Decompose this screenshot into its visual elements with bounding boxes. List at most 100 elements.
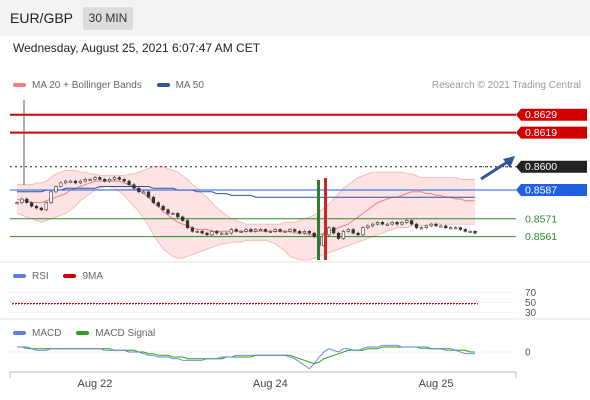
legend-item-9ma: 9MA [63, 271, 103, 282]
candle [219, 232, 224, 235]
candle [112, 177, 117, 180]
legend-swatch [13, 83, 26, 88]
candle [93, 177, 97, 180]
candle [161, 205, 165, 211]
candle [400, 222, 404, 225]
candle [258, 229, 263, 232]
candle [185, 220, 190, 229]
ma50-line [17, 186, 475, 198]
legend-swatch [76, 331, 90, 336]
candle [39, 207, 44, 211]
level-tag-0.8587: 0.8587 [516, 184, 587, 197]
level-tag-bg [516, 184, 587, 197]
forecast-arrow-head [503, 156, 515, 168]
candle [380, 222, 385, 225]
candle [302, 231, 307, 234]
copyright: Research © 2021 Trading Central [431, 80, 581, 91]
legend-swatch [63, 274, 77, 279]
candle [195, 231, 199, 233]
macd-tick-label: 0 [525, 348, 531, 359]
candle [34, 205, 39, 209]
level-tag-0.8571: 0.8571 [525, 213, 557, 225]
x-tick-label: Aug 22 [78, 378, 113, 390]
candle [458, 227, 463, 230]
candle [205, 232, 209, 236]
candle [142, 191, 146, 194]
candle [98, 177, 102, 180]
candle [249, 229, 253, 232]
candle [234, 229, 238, 232]
candle [88, 178, 92, 181]
legend-swatch [156, 83, 170, 88]
legend-item-macd-signal: MACD Signal [76, 328, 155, 339]
candle [49, 191, 53, 203]
candle [64, 180, 68, 184]
candle [336, 232, 341, 239]
candle [375, 222, 380, 225]
candle [395, 222, 399, 225]
legend-swatch [13, 274, 26, 279]
candle [176, 213, 180, 218]
candle [351, 229, 355, 234]
candle [453, 227, 458, 230]
level-tag-0.8600: 0.8600 [516, 160, 587, 173]
candle [327, 227, 331, 236]
candle [268, 231, 273, 233]
candle [263, 229, 268, 232]
candle [146, 191, 151, 198]
forecast-arrow-shaft [480, 159, 510, 181]
level-tag-bg [516, 126, 587, 139]
candle [171, 213, 175, 215]
candle-spike-green [317, 180, 320, 260]
candle [54, 186, 58, 193]
candle [361, 227, 365, 236]
candle [59, 182, 63, 187]
legend-item-macd: MACD [13, 328, 61, 339]
legend-item-rsi: RSI [13, 271, 49, 282]
candle [278, 229, 282, 232]
level-tag-0.8629: 0.8629 [516, 108, 587, 121]
candle [297, 231, 302, 234]
candle [448, 227, 453, 230]
candle [356, 232, 360, 236]
candle [151, 196, 156, 203]
candle [68, 180, 73, 183]
candle [312, 232, 316, 237]
candle [341, 231, 346, 239]
rsi-tick-label: 50 [525, 298, 537, 309]
candle [122, 178, 126, 182]
candle [385, 223, 389, 226]
candle [332, 227, 336, 234]
x-tick-label: Aug 24 [253, 378, 288, 390]
candle-spike-red [324, 178, 327, 260]
candle [288, 229, 292, 232]
candle [190, 227, 195, 232]
level-tag-bg [516, 108, 587, 121]
instrument-title: EUR/GBP [10, 10, 74, 26]
candle [166, 209, 170, 214]
legend-item-ma20: MA 20 + Bollinger Bands [13, 80, 142, 91]
timeframe-button[interactable]: 30 MIN [83, 7, 133, 30]
candle [371, 223, 375, 227]
candle [405, 220, 409, 223]
candle [224, 232, 229, 235]
candle [44, 202, 48, 211]
candle [137, 187, 141, 193]
candle [127, 180, 131, 185]
candle [83, 178, 87, 182]
candle [254, 229, 258, 232]
level-tag-0.8619: 0.8619 [516, 126, 587, 139]
macd-line [17, 344, 475, 370]
rsi-legend: RSI 9MA [13, 271, 115, 283]
candle [156, 202, 160, 207]
candle [307, 231, 311, 234]
candle [103, 178, 107, 182]
candle [410, 220, 414, 225]
level-label: 0.8571 [525, 213, 557, 225]
candle [390, 222, 394, 225]
candle [200, 231, 204, 234]
candle [244, 229, 248, 232]
candle [468, 231, 472, 233]
legend-item-ma50: MA 50 [156, 80, 204, 91]
